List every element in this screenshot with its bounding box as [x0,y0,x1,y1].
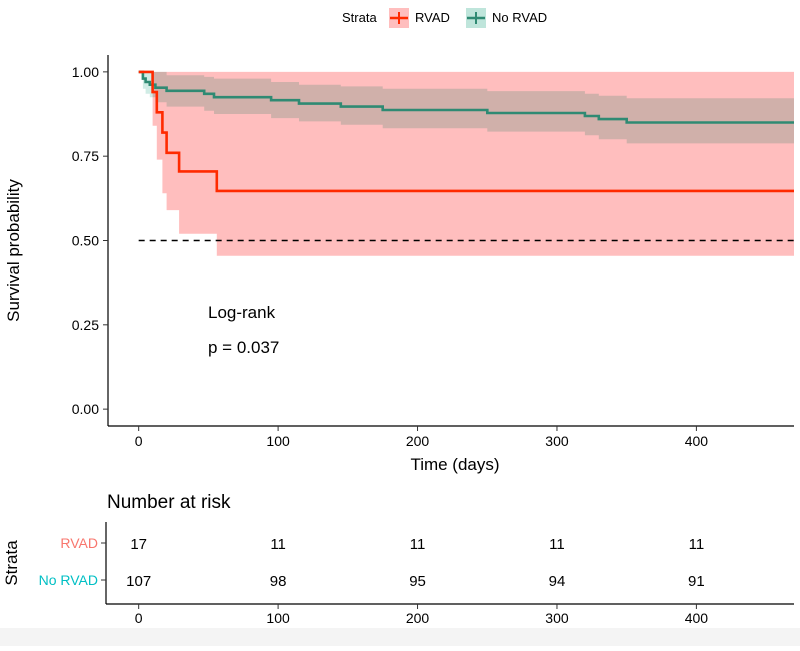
risk-count-cell: 94 [549,573,566,590]
risk-count-cell: 17 [130,536,147,553]
km-plot-panel: 0.00 0.25 0.50 0.75 1.00 0 100 200 300 400 Time (d… [4,55,794,474]
no-rvad-survival-curve [138,70,794,124]
y-axis-title: Survival probability [4,179,23,322]
no-rvad-confidence-band [138,71,794,144]
y-tick-label: 0.75 [72,148,99,164]
risk-count-cell: 11 [689,536,705,553]
risk-x-tick-label: 300 [545,610,569,626]
risk-count-cell: 91 [688,573,705,590]
risk-x-tick-label: 200 [406,610,430,626]
y-tick-label: 0.25 [72,317,99,333]
risk-count-cell: 95 [409,573,426,590]
risk-count-cell: 98 [270,573,287,590]
x-tick-label: 400 [685,433,709,449]
risk-x-tick-label: 100 [266,610,290,626]
logrank-label: Log-rank [208,303,276,322]
y-tick-label: 0.00 [72,401,99,417]
risk-x-tick-label: 400 [685,610,709,626]
risk-y-axis-title: Strata [2,540,21,586]
risk-row-label: No RVAD [39,572,98,588]
x-tick-label: 100 [266,433,290,449]
risk-count-cell: 11 [270,536,286,553]
legend-label-rvad: RVAD [415,10,450,25]
legend: Strata RVAD No RVAD [342,8,547,28]
risk-row-label: RVAD [60,535,98,551]
x-tick-label: 0 [135,433,143,449]
y-tick-label: 0.50 [72,233,99,249]
rvad-survival-curve [138,70,794,193]
legend-label-no-rvad: No RVAD [492,10,547,25]
risk-count-cell: 11 [549,536,565,553]
legend-title: Strata [342,10,377,25]
risk-table-title: Number at risk [107,492,231,513]
footer-band [0,628,800,646]
risk-count-cell: 107 [126,573,151,590]
y-tick-label: 1.00 [72,64,99,80]
x-axis-title: Time (days) [410,455,499,474]
p-value-label: p = 0.037 [208,338,279,357]
risk-table-panel: Number at risk RVAD 17 11 11 11 11 No RVAD 107 98… [2,492,794,647]
x-tick-label: 300 [545,433,569,449]
risk-count-cell: 11 [410,536,426,553]
x-tick-label: 200 [406,433,430,449]
risk-x-tick-label: 0 [135,610,143,626]
